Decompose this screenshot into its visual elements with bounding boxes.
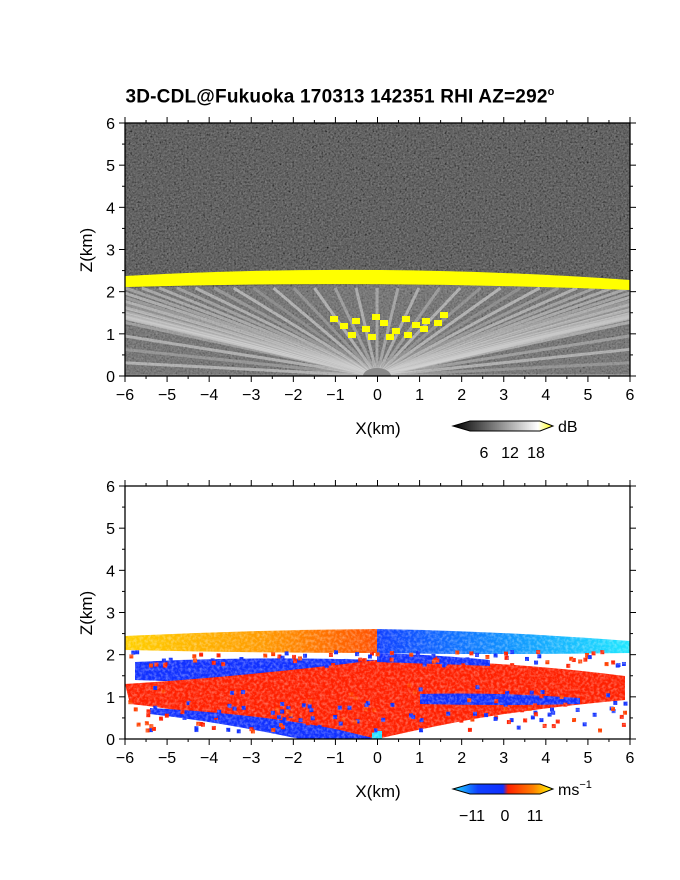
- x-tick-label: −1: [326, 750, 344, 767]
- y-tick-label: 6: [106, 479, 115, 496]
- x-tick-label: 0: [373, 387, 382, 404]
- y-tick-label: 2: [106, 648, 115, 665]
- snr-xlabel: X(km): [355, 419, 400, 438]
- x-tick-label: −2: [284, 750, 302, 767]
- velocity-colorbar-unit: ms−1: [558, 779, 592, 799]
- x-tick-label: −6: [116, 387, 134, 404]
- x-tick-label: 2: [457, 387, 466, 404]
- velocity-colorbar: ms−1 −11 0 11: [451, 779, 592, 825]
- y-tick-label: 5: [106, 521, 115, 538]
- y-tick-label: 2: [106, 285, 115, 302]
- velocity-colorbar-tick: −11: [459, 808, 485, 825]
- y-tick-label: 1: [106, 690, 115, 707]
- x-tick-label: −4: [200, 387, 218, 404]
- y-tick-label: 4: [106, 200, 115, 217]
- y-tick-label: 4: [106, 563, 115, 580]
- x-tick-label: 4: [541, 387, 550, 404]
- x-tick-label: −1: [326, 387, 344, 404]
- snr-colorbar-tick: 6: [480, 445, 489, 462]
- velocity-image: [125, 486, 630, 739]
- x-tick-label: 5: [583, 387, 592, 404]
- x-tick-label: 1: [415, 387, 424, 404]
- velocity-ylabel: Z(km): [77, 591, 96, 635]
- velocity-panel: −6 −5 −4 −3 −2 −1 0 1 2 3 4 5 6 0 1 2 3 4 5 6 X(km) Z(km) m…: [77, 479, 636, 825]
- y-tick-label: 3: [106, 606, 115, 623]
- x-tick-label: 3: [499, 387, 508, 404]
- snr-yellow-spots: [330, 312, 448, 340]
- x-tick-label: −3: [242, 750, 260, 767]
- x-tick-label: 2: [457, 750, 466, 767]
- velocity-axes: −6 −5 −4 −3 −2 −1 0 1 2 3 4 5 6 0 1 2 3 4 5 6: [106, 479, 636, 767]
- x-tick-label: 5: [583, 750, 592, 767]
- velocity-xlabel: X(km): [355, 782, 400, 801]
- snr-colorbar-tick: 12: [501, 445, 519, 462]
- x-tick-label: −6: [116, 750, 134, 767]
- snr-colorbar-tick: 18: [527, 445, 545, 462]
- x-tick-label: 4: [541, 750, 550, 767]
- snr-fan-pattern: [125, 285, 630, 376]
- y-tick-label: 5: [106, 158, 115, 175]
- snr-bright-layer: [125, 269, 630, 290]
- x-tick-label: −4: [200, 750, 218, 767]
- velocity-colorbar-tick: 11: [527, 808, 544, 825]
- snr-ylabel: Z(km): [77, 228, 96, 272]
- x-tick-label: −5: [158, 387, 176, 404]
- x-tick-label: 6: [626, 750, 635, 767]
- x-tick-label: −3: [242, 387, 260, 404]
- y-tick-label: 0: [106, 732, 115, 749]
- x-tick-label: 3: [499, 750, 508, 767]
- x-tick-label: 0: [373, 750, 382, 767]
- y-tick-label: 0: [106, 369, 115, 386]
- y-tick-label: 6: [106, 116, 115, 133]
- velocity-colorbar-tick: 0: [501, 808, 510, 825]
- x-tick-label: 6: [626, 387, 635, 404]
- snr-colorbar: dB 6 12 18: [451, 419, 578, 462]
- snr-colorbar-unit: dB: [558, 419, 578, 436]
- snr-image: [125, 123, 630, 376]
- x-tick-label: −2: [284, 387, 302, 404]
- y-tick-label: 3: [106, 243, 115, 260]
- x-tick-label: −5: [158, 750, 176, 767]
- y-tick-label: 1: [106, 327, 115, 344]
- chart-title: 3D-CDL@Fukuoka 170313 142351 RHI AZ=292o: [125, 86, 555, 108]
- x-tick-label: 1: [415, 750, 424, 767]
- snr-axes: −6 −5 −4 −3 −2 −1 0 1 2 3 4 5 6 0 1 2 3 4 5 6: [106, 116, 636, 404]
